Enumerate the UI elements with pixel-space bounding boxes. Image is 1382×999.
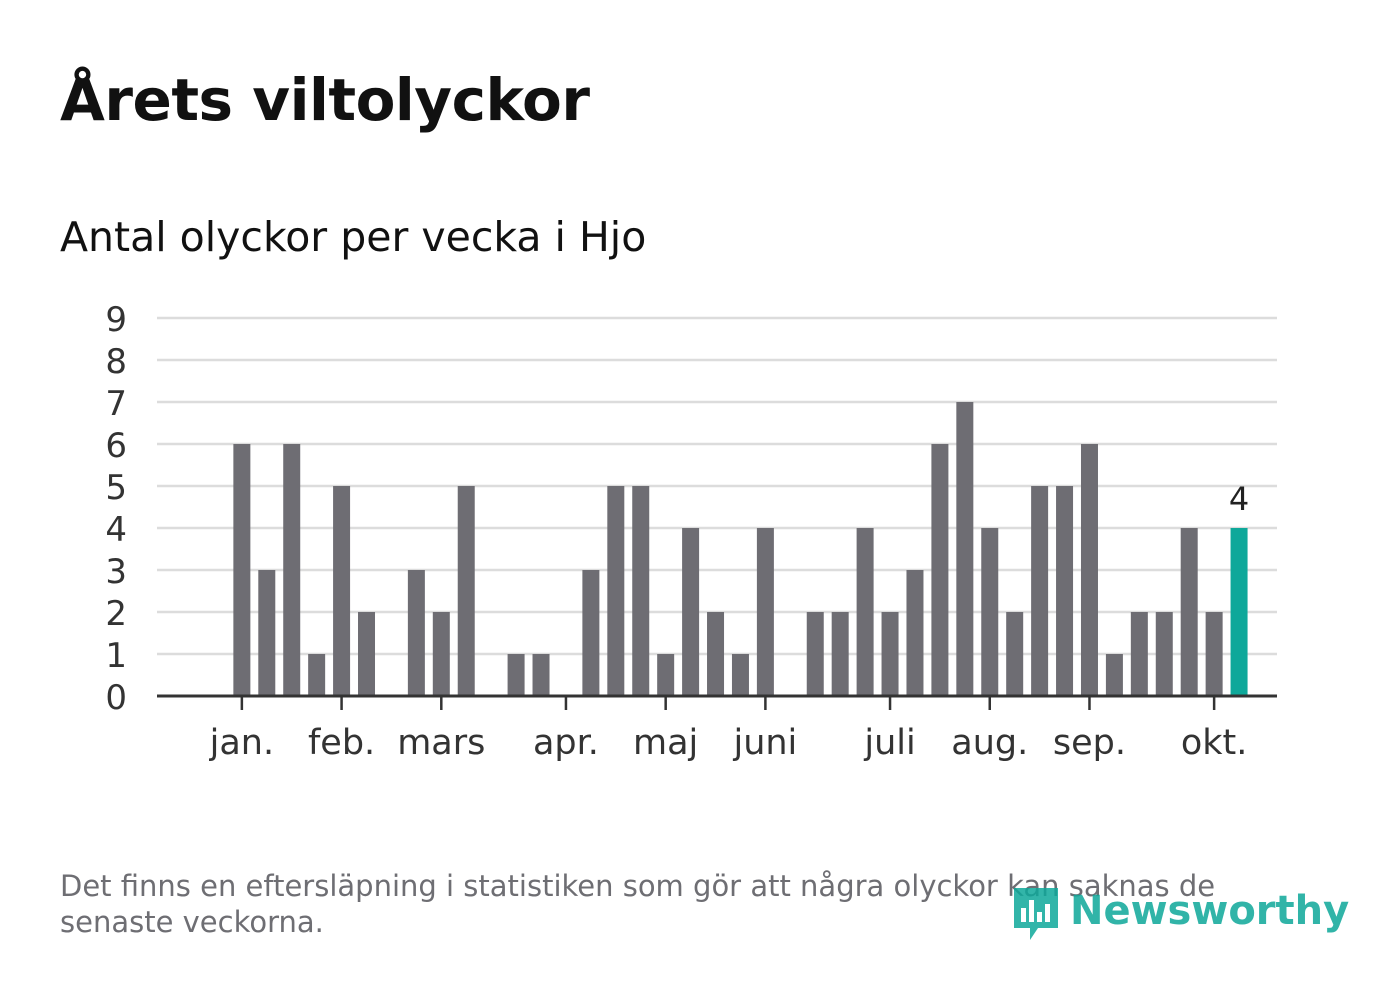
bar	[856, 528, 874, 696]
bar	[682, 528, 700, 696]
bar	[956, 402, 974, 696]
bar	[1155, 612, 1173, 696]
chart-title: Årets viltolyckor	[60, 66, 590, 134]
bar	[233, 444, 251, 696]
newsworthy-logo: Newsworthy	[1010, 876, 1349, 946]
chart-subtitle: Antal olyckor per vecka i Hjo	[60, 213, 647, 261]
bar	[457, 486, 475, 696]
bar	[507, 654, 525, 696]
bar	[1130, 612, 1148, 696]
y-tick-label: 1	[105, 636, 127, 676]
bar	[258, 570, 276, 696]
bar	[582, 570, 600, 696]
bar	[981, 528, 999, 696]
x-tick-label: okt.	[1181, 723, 1248, 763]
y-tick-label: 3	[105, 552, 127, 592]
bar	[931, 444, 949, 696]
y-tick-label: 2	[105, 594, 127, 634]
bar	[407, 570, 425, 696]
y-tick-label: 4	[105, 510, 127, 550]
bar	[707, 612, 725, 696]
bar	[333, 486, 351, 696]
y-tick-label: 8	[105, 342, 127, 382]
y-tick-label: 9	[105, 300, 127, 340]
bar	[1205, 612, 1223, 696]
x-tick-label: aug.	[951, 723, 1028, 763]
bar	[432, 612, 450, 696]
bar	[1031, 486, 1049, 696]
x-tick-label: sep.	[1053, 723, 1126, 763]
bar	[1180, 528, 1198, 696]
y-tick-label: 6	[105, 426, 127, 466]
bar	[632, 486, 650, 696]
bar	[731, 654, 749, 696]
bar	[308, 654, 326, 696]
bar	[756, 528, 774, 696]
bar	[881, 612, 899, 696]
x-tick-label: feb.	[308, 723, 375, 763]
newsworthy-logo-icon	[1014, 888, 1058, 940]
y-tick-label: 7	[105, 384, 127, 424]
bar	[283, 444, 301, 696]
bar	[1056, 486, 1074, 696]
x-tick-label: apr.	[533, 723, 599, 763]
bar	[831, 612, 849, 696]
bar	[532, 654, 550, 696]
bar	[1006, 612, 1024, 696]
bar	[806, 612, 824, 696]
bar	[1105, 654, 1123, 696]
x-tick-label: juni	[732, 723, 797, 763]
bar	[1080, 444, 1098, 696]
y-tick-label: 5	[105, 468, 127, 508]
y-tick-label: 0	[105, 678, 127, 718]
x-tick-label: juli	[863, 723, 915, 763]
highlight-bar	[1230, 528, 1248, 696]
data-label: 4	[1229, 480, 1249, 518]
bar	[906, 570, 924, 696]
bar	[607, 486, 625, 696]
bar	[358, 612, 376, 696]
x-tick-label: jan.	[209, 723, 274, 763]
bar	[657, 654, 675, 696]
x-tick-label: mars	[397, 723, 485, 763]
brand-name: Newsworthy	[1070, 888, 1350, 934]
x-tick-label: maj	[633, 723, 698, 763]
